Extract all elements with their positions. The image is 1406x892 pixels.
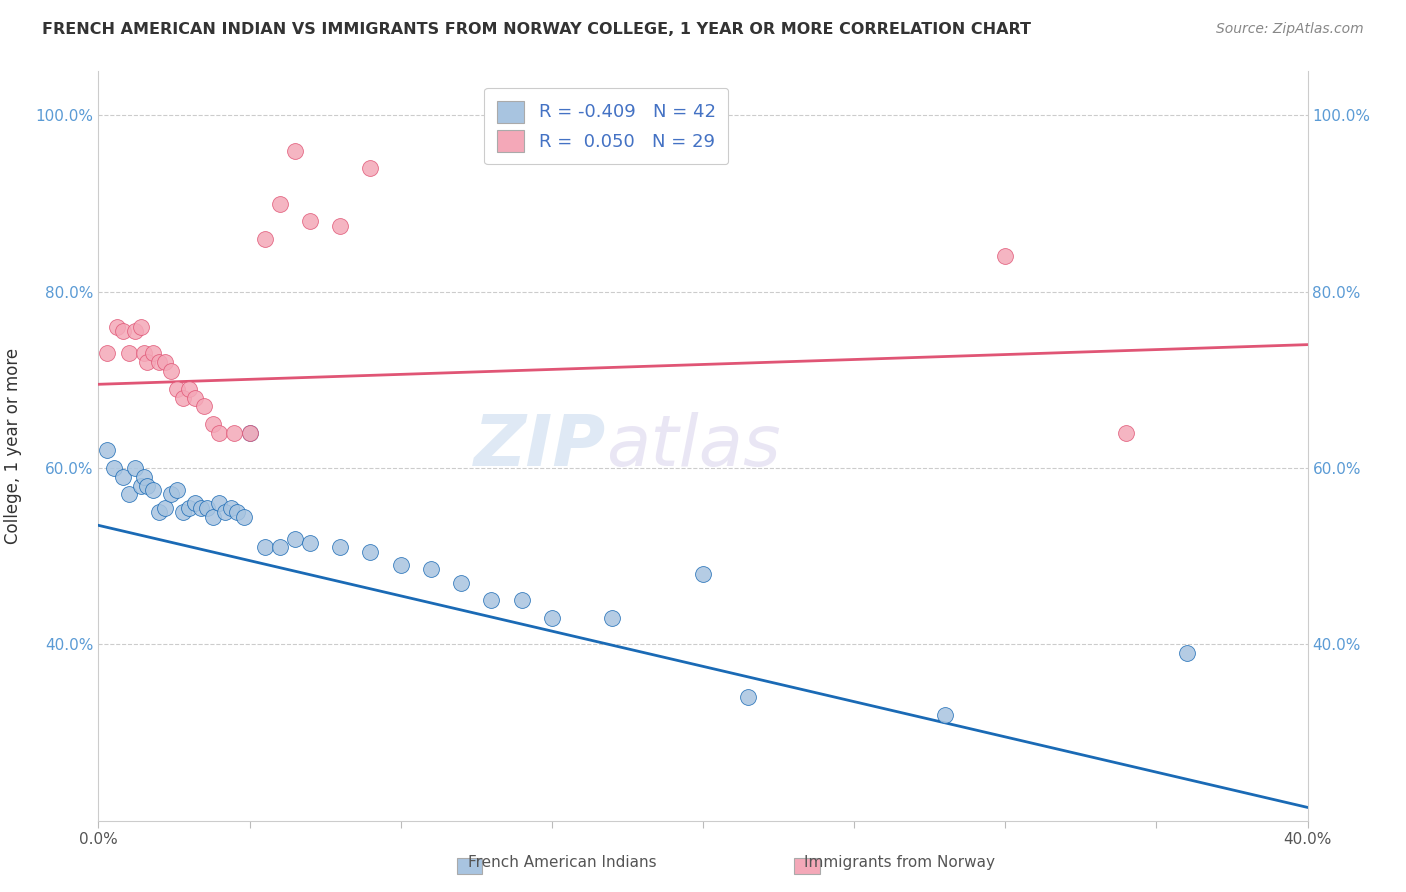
Point <box>510 593 533 607</box>
Point <box>124 461 146 475</box>
Point <box>284 532 307 546</box>
Point <box>481 593 503 607</box>
Legend: R = -0.409   N = 42, R =  0.050   N = 29: R = -0.409 N = 42, R = 0.050 N = 29 <box>484 88 728 164</box>
Text: Source: ZipAtlas.com: Source: ZipAtlas.com <box>1216 22 1364 37</box>
Point <box>389 558 412 572</box>
Point <box>166 483 188 497</box>
Point <box>994 250 1017 264</box>
Point <box>420 562 443 576</box>
Point <box>142 346 165 360</box>
Point <box>135 478 157 492</box>
Y-axis label: College, 1 year or more: College, 1 year or more <box>4 348 21 544</box>
Point <box>329 219 352 233</box>
Point <box>184 391 207 405</box>
Point <box>111 470 134 484</box>
Point <box>214 505 236 519</box>
Point <box>239 425 262 440</box>
Point <box>226 505 249 519</box>
Point <box>129 478 152 492</box>
Point <box>269 541 291 555</box>
Point <box>132 346 155 360</box>
Point <box>166 382 188 396</box>
Point <box>118 346 141 360</box>
Point <box>299 214 322 228</box>
Point <box>195 500 218 515</box>
Point <box>299 536 322 550</box>
Point <box>208 425 231 440</box>
Point <box>224 425 246 440</box>
Point <box>179 500 201 515</box>
Point <box>103 461 125 475</box>
Point <box>132 470 155 484</box>
Point <box>329 541 352 555</box>
Point <box>737 690 759 705</box>
Point <box>232 509 254 524</box>
Point <box>269 196 291 211</box>
Point <box>148 505 170 519</box>
Point <box>208 496 231 510</box>
Point <box>118 487 141 501</box>
Point <box>172 505 194 519</box>
Point <box>602 611 624 625</box>
Text: Immigrants from Norway: Immigrants from Norway <box>804 855 995 870</box>
Point <box>284 144 307 158</box>
Point <box>1115 425 1137 440</box>
Point <box>160 487 183 501</box>
Point <box>360 545 382 559</box>
Point <box>160 364 183 378</box>
Point <box>692 566 714 581</box>
Point <box>124 325 146 339</box>
Point <box>96 443 118 458</box>
Point <box>135 355 157 369</box>
Point <box>148 355 170 369</box>
Point <box>190 500 212 515</box>
Point <box>179 382 201 396</box>
Point <box>153 500 176 515</box>
Point <box>142 483 165 497</box>
Point <box>105 320 128 334</box>
Point <box>193 400 215 414</box>
Point <box>96 346 118 360</box>
Point <box>184 496 207 510</box>
Point <box>202 417 225 431</box>
Point <box>129 320 152 334</box>
Point <box>253 541 276 555</box>
Point <box>172 391 194 405</box>
Point <box>111 325 134 339</box>
Point <box>202 509 225 524</box>
Text: FRENCH AMERICAN INDIAN VS IMMIGRANTS FROM NORWAY COLLEGE, 1 YEAR OR MORE CORRELA: FRENCH AMERICAN INDIAN VS IMMIGRANTS FRO… <box>42 22 1031 37</box>
Text: atlas: atlas <box>606 411 780 481</box>
Point <box>153 355 176 369</box>
Point <box>239 425 262 440</box>
Text: ZIP: ZIP <box>474 411 606 481</box>
Point <box>934 707 956 722</box>
Point <box>360 161 382 176</box>
Point <box>1175 646 1198 660</box>
Point <box>221 500 243 515</box>
Text: French American Indians: French American Indians <box>468 855 657 870</box>
Point <box>253 232 276 246</box>
Point <box>540 611 562 625</box>
Point <box>450 575 472 590</box>
